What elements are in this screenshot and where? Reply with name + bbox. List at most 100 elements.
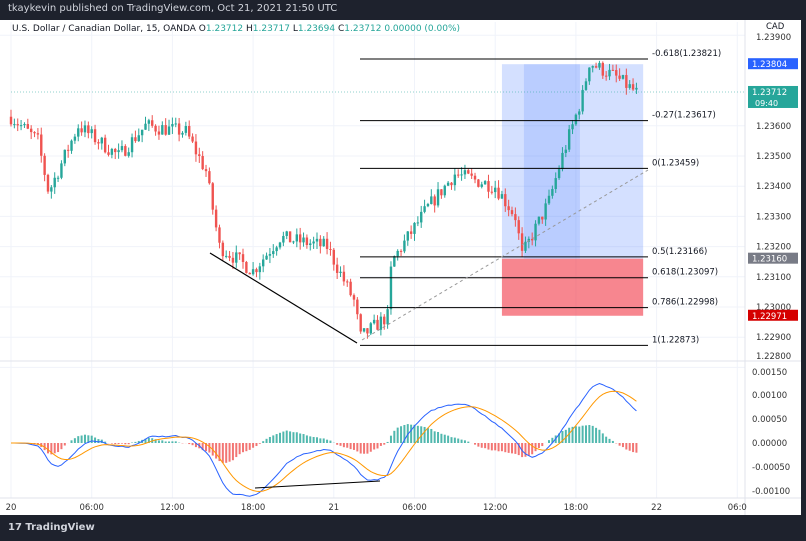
macd-histogram-bar [568, 427, 571, 443]
macd-histogram-bar [295, 432, 298, 443]
candle-body [433, 196, 436, 206]
candle-body [97, 142, 100, 144]
candle-body [33, 132, 36, 134]
macd-histogram-bar [124, 443, 127, 445]
candle-body [19, 125, 23, 127]
macd-histogram-bar [400, 426, 403, 443]
macd-histogram-bar [194, 443, 197, 448]
candle-body [80, 128, 83, 133]
macd-histogram-bar [228, 443, 231, 462]
macd-histogram-bar [53, 443, 56, 454]
candle-body [625, 75, 628, 88]
high-value: 1.23717 [252, 24, 290, 34]
macd-histogram-bar [309, 436, 312, 443]
macd-line [10, 382, 637, 497]
time-tick-label: 18:00 [564, 503, 589, 513]
candle-body [416, 222, 420, 224]
candle-body [551, 189, 554, 196]
macd-histogram-bar [534, 443, 537, 452]
candle-body [309, 243, 312, 246]
candle-body [164, 125, 167, 135]
candle-body [618, 75, 621, 79]
macd-histogram-bar [164, 441, 167, 443]
candle-body [56, 177, 60, 179]
candle-body [312, 241, 315, 244]
candle-body [167, 126, 171, 135]
candle-body [487, 181, 490, 192]
macd-histogram-bar [621, 443, 624, 448]
macd-histogram-bar [235, 443, 238, 458]
logo-icon: 𝟭𝟳 [8, 522, 26, 533]
macd-histogram-bar [322, 438, 325, 443]
macd-histogram-bar [174, 441, 177, 443]
candle-body [332, 249, 335, 265]
price-badge [748, 309, 798, 321]
macd-histogram-bar [168, 441, 171, 443]
candle-body [181, 132, 184, 135]
candle-body [584, 81, 588, 90]
candle-body [154, 125, 157, 132]
macd-histogram-bar [231, 443, 234, 461]
macd-histogram-bar [221, 443, 224, 463]
macd-histogram-bar [413, 424, 416, 443]
candle-body [561, 152, 564, 170]
macd-tick-label: -0.00050 [752, 463, 790, 473]
candle-body [604, 75, 608, 77]
macd-histogram-bar [588, 425, 591, 443]
fib-level-label: 1(1.22873) [652, 335, 699, 345]
macd-histogram-bar [578, 426, 581, 443]
candle-body [93, 129, 97, 143]
macd-histogram-bar [238, 443, 241, 455]
candle-body [238, 252, 241, 255]
macd-histogram-bar [137, 440, 140, 443]
macd-histogram-bar [477, 443, 480, 447]
candle-body [594, 66, 598, 68]
price-badge [748, 85, 798, 108]
macd-histogram-bar [437, 431, 440, 443]
macd-histogram-bar [379, 443, 382, 446]
candle-body [174, 123, 177, 125]
candle-body [463, 170, 467, 175]
candle-body [611, 69, 615, 71]
candle-body [615, 70, 618, 76]
candle-body [161, 125, 164, 135]
candle-body [90, 129, 93, 134]
candle-body [335, 264, 339, 273]
macd-histogram-bar [265, 438, 268, 443]
candle-body [66, 149, 70, 151]
macd-histogram-bar [114, 443, 117, 445]
macd-histogram-bar [517, 443, 520, 456]
candle-body [520, 233, 524, 251]
candle-body [504, 194, 507, 207]
tradingview-logo[interactable]: 𝟭𝟳 TradingView [8, 522, 95, 533]
macd-histogram-bar [527, 443, 530, 456]
candle-body [510, 210, 514, 215]
macd-histogram-bar [584, 425, 587, 443]
macd-histogram-bar [120, 443, 123, 444]
candle-body [184, 125, 188, 133]
candle-body [140, 129, 144, 136]
change-value: 0.00000 (0.00%) [384, 24, 461, 34]
candle-body [406, 231, 409, 241]
macd-histogram-bar [410, 424, 413, 443]
candle-body [319, 238, 322, 247]
candle-body [235, 252, 238, 263]
candle-body [191, 136, 194, 142]
macd-histogram-bar [618, 443, 621, 446]
long-position-target-zone [501, 64, 644, 259]
candle-body [517, 220, 520, 234]
macd-histogram-bar [215, 443, 218, 459]
candle-body [144, 123, 147, 130]
macd-histogram-bar [396, 427, 399, 443]
candle-body [500, 194, 504, 199]
candle-body [507, 206, 510, 211]
time-tick-label: 06:0 [728, 503, 747, 513]
macd-histogram-bar [457, 438, 460, 443]
macd-histogram-bar [514, 443, 517, 454]
candle-body [127, 152, 130, 156]
candle-body [268, 254, 272, 256]
macd-histogram-bar [302, 434, 305, 443]
macd-histogram-bar [605, 436, 608, 443]
macd-histogram-bar [460, 439, 463, 443]
